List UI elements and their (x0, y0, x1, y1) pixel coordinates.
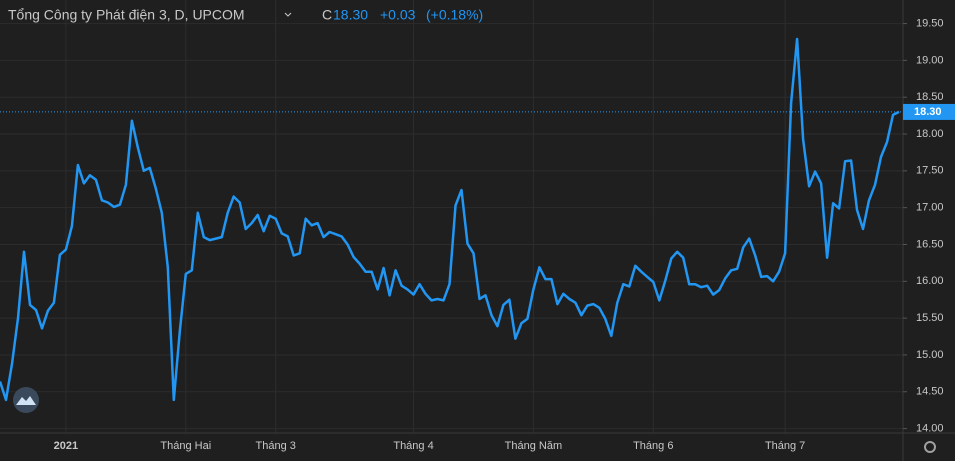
y-tick-label: 16.50 (916, 238, 944, 250)
logo-icon (16, 396, 36, 405)
y-tick-label: 18.00 (916, 128, 944, 140)
y-tick-label: 16.00 (916, 275, 944, 287)
y-tick-label: 17.50 (916, 165, 944, 177)
x-tick-label: Tháng Năm (505, 440, 562, 452)
y-tick-label: 14.50 (916, 386, 944, 398)
dropdown-icon[interactable] (284, 12, 292, 17)
y-tick-label: 15.00 (916, 349, 944, 361)
close-price: 18.30 (333, 7, 368, 23)
title: Tổng Công ty Phát điện 3, D, UPCOM (8, 7, 245, 23)
settings-icon[interactable] (924, 441, 936, 453)
price-line (0, 37, 900, 402)
x-tick-label: Tháng Hai (160, 440, 211, 452)
y-tick-label: 17.00 (916, 202, 944, 214)
x-tick-label: Tháng 7 (765, 440, 805, 452)
y-tick-label: 19.50 (916, 17, 944, 29)
y-tick-label: 18.50 (916, 91, 944, 103)
x-tick-label: Tháng 4 (393, 440, 433, 452)
x-tick-label: Tháng 3 (256, 440, 296, 452)
x-tick-label: 2021 (54, 440, 78, 452)
x-tick-label: Tháng 6 (633, 440, 673, 452)
y-tick-label: 19.00 (916, 54, 944, 66)
change-percent: (+0.18%) (426, 7, 483, 23)
close-prefix: C (322, 7, 332, 23)
y-tick-label: 14.00 (916, 422, 944, 434)
y-tick-label: 15.50 (916, 312, 944, 324)
logo[interactable] (13, 387, 39, 413)
last-price-box (903, 103, 955, 120)
change: +0.03 (380, 7, 416, 23)
last-price-label: 18.30 (914, 106, 942, 118)
